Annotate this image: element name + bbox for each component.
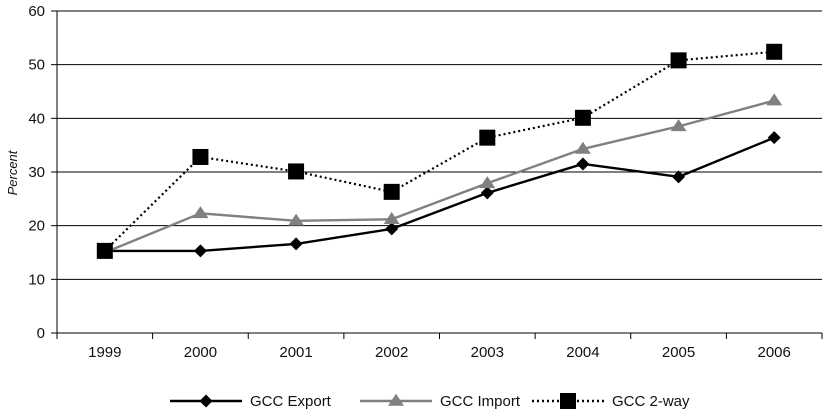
legend-marker-gcc-export [199, 394, 213, 408]
data-point-gcc-import [574, 141, 591, 154]
legend-label-gcc-2-way: GCC 2-way [612, 393, 690, 410]
x-tick-label: 2006 [758, 344, 791, 361]
y-tick-label: 0 [37, 325, 45, 342]
data-point-gcc-import [670, 119, 687, 132]
series-line-gcc-import [104, 99, 775, 254]
data-point-gcc-import [383, 212, 400, 225]
y-axis-label: Percent [5, 149, 20, 195]
data-point-gcc-2-way [288, 163, 305, 180]
data-point-gcc-import [192, 206, 209, 219]
data-point-gcc-2-way [383, 183, 400, 200]
series-line-gcc-2-way [104, 50, 775, 252]
y-tick-label: 40 [28, 110, 45, 127]
legend-label-gcc-export: GCC Export [250, 393, 332, 410]
x-tick-label: 2002 [375, 344, 408, 361]
legend-label-gcc-import: GCC Import [440, 393, 521, 410]
y-tick-labels: 0 10 20 30 40 50 60 [28, 3, 45, 342]
data-point-gcc-export [576, 157, 590, 171]
legend-marker-gcc-import [388, 393, 404, 406]
data-point-gcc-export [480, 186, 494, 200]
y-tick-label: 10 [28, 271, 45, 288]
data-point-gcc-import [288, 213, 305, 226]
data-point-gcc-export [767, 131, 781, 145]
y-tick-label: 30 [28, 164, 45, 181]
data-point-gcc-2-way [96, 242, 113, 259]
data-point-gcc-2-way [574, 109, 591, 126]
x-tick-label: 2005 [662, 344, 695, 361]
gridlines [57, 10, 822, 280]
y-tick-label: 60 [28, 3, 45, 20]
axes [51, 10, 823, 339]
legend: GCC Export GCC Import GCC 2-way [170, 393, 690, 410]
data-point-gcc-export [289, 237, 303, 251]
data-point-gcc-export [193, 244, 207, 258]
y-tick-label: 50 [28, 57, 45, 74]
x-tick-labels: 1999 2000 2001 2002 2003 2004 2005 2006 [88, 344, 791, 361]
legend-marker-gcc-2-way [560, 393, 576, 409]
series-line-gcc-export [104, 136, 775, 253]
x-tick-label: 2004 [566, 344, 599, 361]
y-tick-label: 20 [28, 218, 45, 235]
x-tick-label: 2000 [184, 344, 217, 361]
data-point-gcc-2-way [766, 43, 783, 60]
x-tick-label: 2001 [279, 344, 312, 361]
x-tick-label: 1999 [88, 344, 121, 361]
data-point-gcc-2-way [670, 52, 687, 69]
data-point-gcc-import [479, 176, 496, 189]
data-point-gcc-2-way [192, 148, 209, 165]
series-markers [96, 43, 783, 259]
x-tick-label: 2003 [471, 344, 504, 361]
data-point-gcc-export [672, 170, 686, 184]
data-point-gcc-export [385, 222, 399, 236]
series-lines [104, 50, 775, 254]
data-point-gcc-2-way [479, 129, 496, 146]
data-point-gcc-import [766, 93, 783, 106]
